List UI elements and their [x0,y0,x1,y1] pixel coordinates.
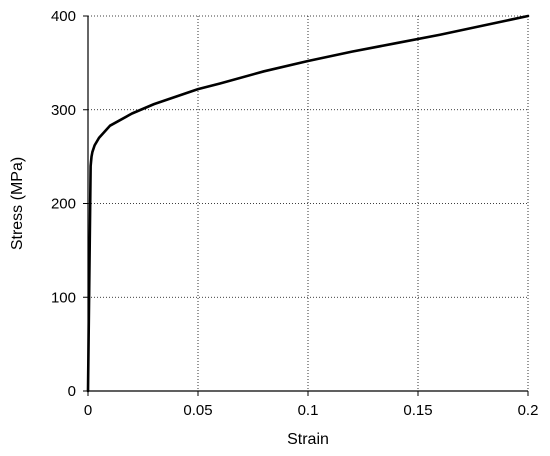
y-tick-label: 300 [51,102,76,119]
x-axis-label: Strain [287,431,329,448]
y-tick-label: 100 [51,289,76,306]
y-tick-label: 400 [51,8,76,25]
axes [83,15,529,396]
x-tick-label: 0 [84,402,92,419]
y-axis-label: Stress (MPa) [9,157,26,250]
x-tick-label: 0.2 [518,402,539,419]
data-series [86,14,530,393]
x-tick-label: 0.1 [298,402,319,419]
x-tick-label: 0.15 [403,402,432,419]
x-tick-label: 0.05 [183,402,212,419]
tick-labels: 0 0.05 0.1 0.15 0.2 0 100 200 300 400 [51,8,538,419]
stress-strain-curve [86,14,530,393]
y-tick-label: 0 [68,383,76,400]
grid-lines [88,15,529,391]
y-tick-label: 200 [51,196,76,213]
